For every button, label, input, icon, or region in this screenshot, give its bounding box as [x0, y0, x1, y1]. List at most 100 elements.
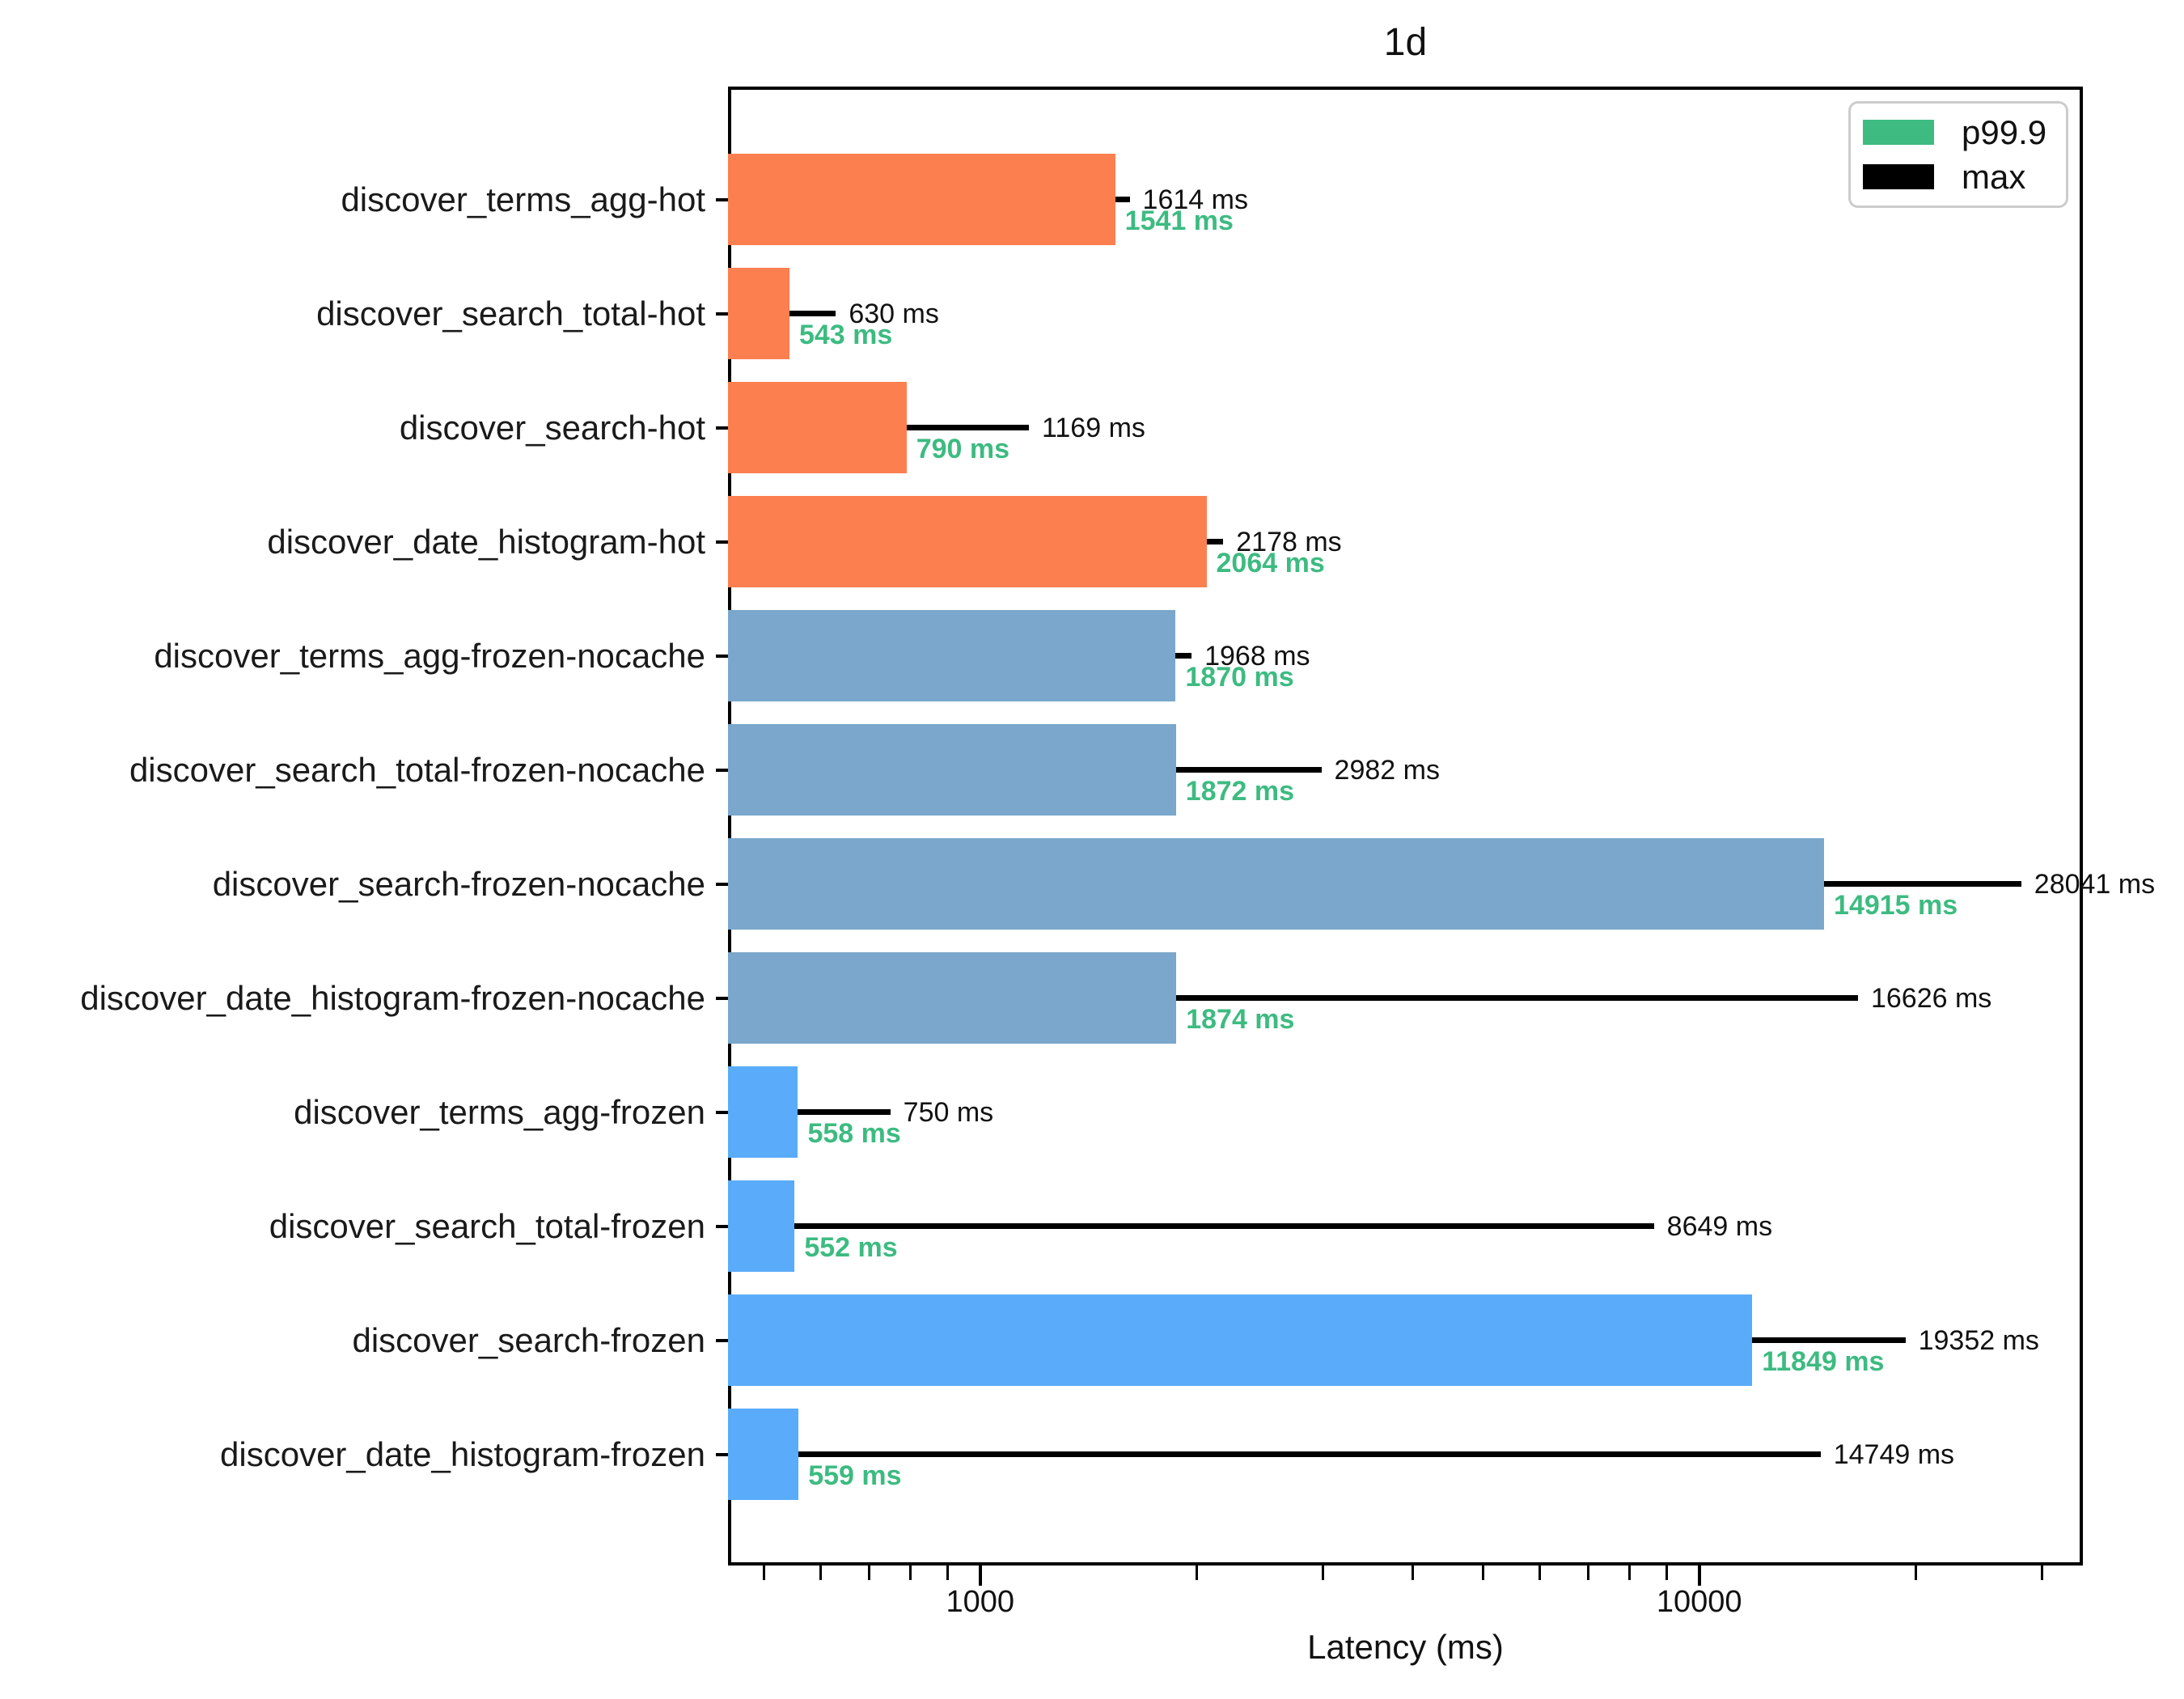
- legend-label: p99.9: [1962, 112, 2047, 151]
- max-whisker: [798, 1451, 1821, 1457]
- x-minor-tick: [1481, 1562, 1484, 1580]
- x-minor-tick: [1914, 1562, 1917, 1580]
- max-whisker: [789, 311, 836, 316]
- max-value-label: 2178 ms: [1236, 527, 1342, 557]
- category-label: discover_search_total-hot: [316, 294, 705, 333]
- chart-title: 1d: [1383, 21, 1428, 64]
- x-minor-tick: [909, 1562, 912, 1580]
- p99-bar: [728, 496, 1207, 587]
- p99-bar: [728, 952, 1177, 1044]
- category-label: discover_date_histogram-frozen-nocache: [80, 979, 705, 1017]
- plot-border-right: [2080, 87, 2083, 1566]
- max-whisker: [1176, 995, 1858, 1001]
- category-label: discover_search-hot: [399, 409, 705, 447]
- x-minor-tick: [2041, 1562, 2044, 1580]
- max-value-label: 1614 ms: [1142, 184, 1248, 215]
- p99-value-label: 14915 ms: [1834, 890, 1958, 921]
- x-major-tick: [1697, 1562, 1701, 1586]
- p99-value-label: 559 ms: [808, 1460, 902, 1491]
- y-axis-labels: discover_terms_agg-hot discover_search_to…: [0, 0, 705, 1699]
- max-whisker: [1824, 881, 2021, 887]
- max-swatch-icon: [1863, 164, 1934, 189]
- p99-value-label: 790 ms: [916, 434, 1010, 464]
- x-minor-tick: [1538, 1562, 1541, 1580]
- category-label: discover_search-frozen-nocache: [212, 865, 705, 903]
- p99-value-label: 543 ms: [798, 320, 893, 350]
- p99-swatch-icon: [1863, 120, 1934, 145]
- x-minor-tick: [762, 1562, 765, 1580]
- category-label: discover_terms_agg-frozen: [294, 1093, 705, 1131]
- legend-item: max: [1863, 159, 2066, 195]
- p99-value-label: 1874 ms: [1186, 1004, 1295, 1035]
- x-axis-line: [728, 1562, 2083, 1566]
- y-tick: [716, 1453, 728, 1456]
- plot-border-top: [728, 87, 2083, 90]
- y-tick: [716, 1225, 728, 1228]
- max-whisker: [798, 1109, 891, 1115]
- max-value-label: 750 ms: [903, 1097, 994, 1128]
- category-label: discover_search_total-frozen: [269, 1207, 705, 1245]
- max-whisker: [1175, 653, 1192, 659]
- p99-bar: [728, 1294, 1753, 1386]
- y-tick: [716, 769, 728, 772]
- x-minor-tick: [1665, 1562, 1668, 1580]
- max-whisker: [1206, 539, 1224, 544]
- max-value-label: 1968 ms: [1204, 641, 1310, 672]
- max-whisker: [1115, 197, 1130, 202]
- legend-label: max: [1962, 157, 2026, 196]
- p99-bar: [728, 724, 1176, 816]
- x-minor-tick: [867, 1562, 870, 1580]
- y-tick: [716, 1339, 728, 1342]
- p99-bar: [728, 382, 907, 473]
- x-minor-tick: [819, 1562, 822, 1580]
- y-tick: [716, 198, 728, 201]
- max-value-label: 16626 ms: [1870, 983, 1992, 1014]
- p99-bar: [728, 838, 1825, 930]
- x-minor-tick: [1195, 1562, 1198, 1580]
- x-major-tick: [978, 1562, 982, 1586]
- max-value-label: 19352 ms: [1918, 1325, 2039, 1356]
- p99-bar: [728, 1409, 799, 1500]
- p99-value-label: 552 ms: [804, 1232, 898, 1263]
- max-whisker: [1752, 1337, 1906, 1343]
- p99-value-label: 1541 ms: [1124, 205, 1234, 236]
- legend-item: p99.9: [1863, 112, 2066, 151]
- max-value-label: 1169 ms: [1042, 413, 1145, 443]
- y-tick: [716, 312, 728, 316]
- y-tick: [716, 655, 728, 658]
- max-value-label: 14749 ms: [1833, 1439, 1955, 1470]
- x-minor-tick: [946, 1562, 949, 1580]
- p99-bar: [728, 1180, 795, 1272]
- y-tick: [716, 540, 728, 544]
- max-value-label: 8649 ms: [1666, 1211, 1773, 1242]
- p99-value-label: 1870 ms: [1185, 662, 1294, 693]
- p99-value-label: 11849 ms: [1762, 1346, 1885, 1377]
- x-minor-tick: [1586, 1562, 1589, 1580]
- category-label: discover_search-frozen: [352, 1321, 705, 1359]
- max-value-label: 28041 ms: [2034, 869, 2156, 900]
- category-label: discover_terms_agg-hot: [341, 180, 705, 218]
- category-label: discover_date_histogram-frozen: [220, 1435, 705, 1473]
- y-tick: [716, 997, 728, 1000]
- x-axis-label: Latency (ms): [1307, 1628, 1504, 1666]
- y-tick: [716, 883, 728, 886]
- y-tick: [716, 1111, 728, 1114]
- x-tick-label: 10000: [1656, 1585, 1742, 1619]
- x-minor-tick: [1322, 1562, 1325, 1580]
- category-label: discover_date_histogram-hot: [267, 523, 705, 561]
- x-minor-tick: [1628, 1562, 1632, 1580]
- y-tick: [716, 426, 728, 430]
- category-label: discover_terms_agg-frozen-nocache: [154, 637, 705, 675]
- p99-bar: [728, 610, 1176, 701]
- p99-value-label: 1872 ms: [1185, 776, 1295, 807]
- legend: p99.9 max: [1848, 101, 2068, 208]
- p99-bar: [728, 268, 789, 359]
- plot-area: 1614 ms 1541 ms 630 ms 543 ms 1169 ms 790 ms 2…: [716, 87, 2155, 1619]
- plot-border-left: [728, 87, 731, 1566]
- max-whisker: [906, 425, 1029, 430]
- max-whisker: [1175, 767, 1322, 773]
- max-value-label: 2982 ms: [1334, 755, 1440, 786]
- max-whisker: [794, 1223, 1654, 1229]
- x-tick-label: 1000: [946, 1585, 1014, 1619]
- p99-bar: [728, 1066, 798, 1158]
